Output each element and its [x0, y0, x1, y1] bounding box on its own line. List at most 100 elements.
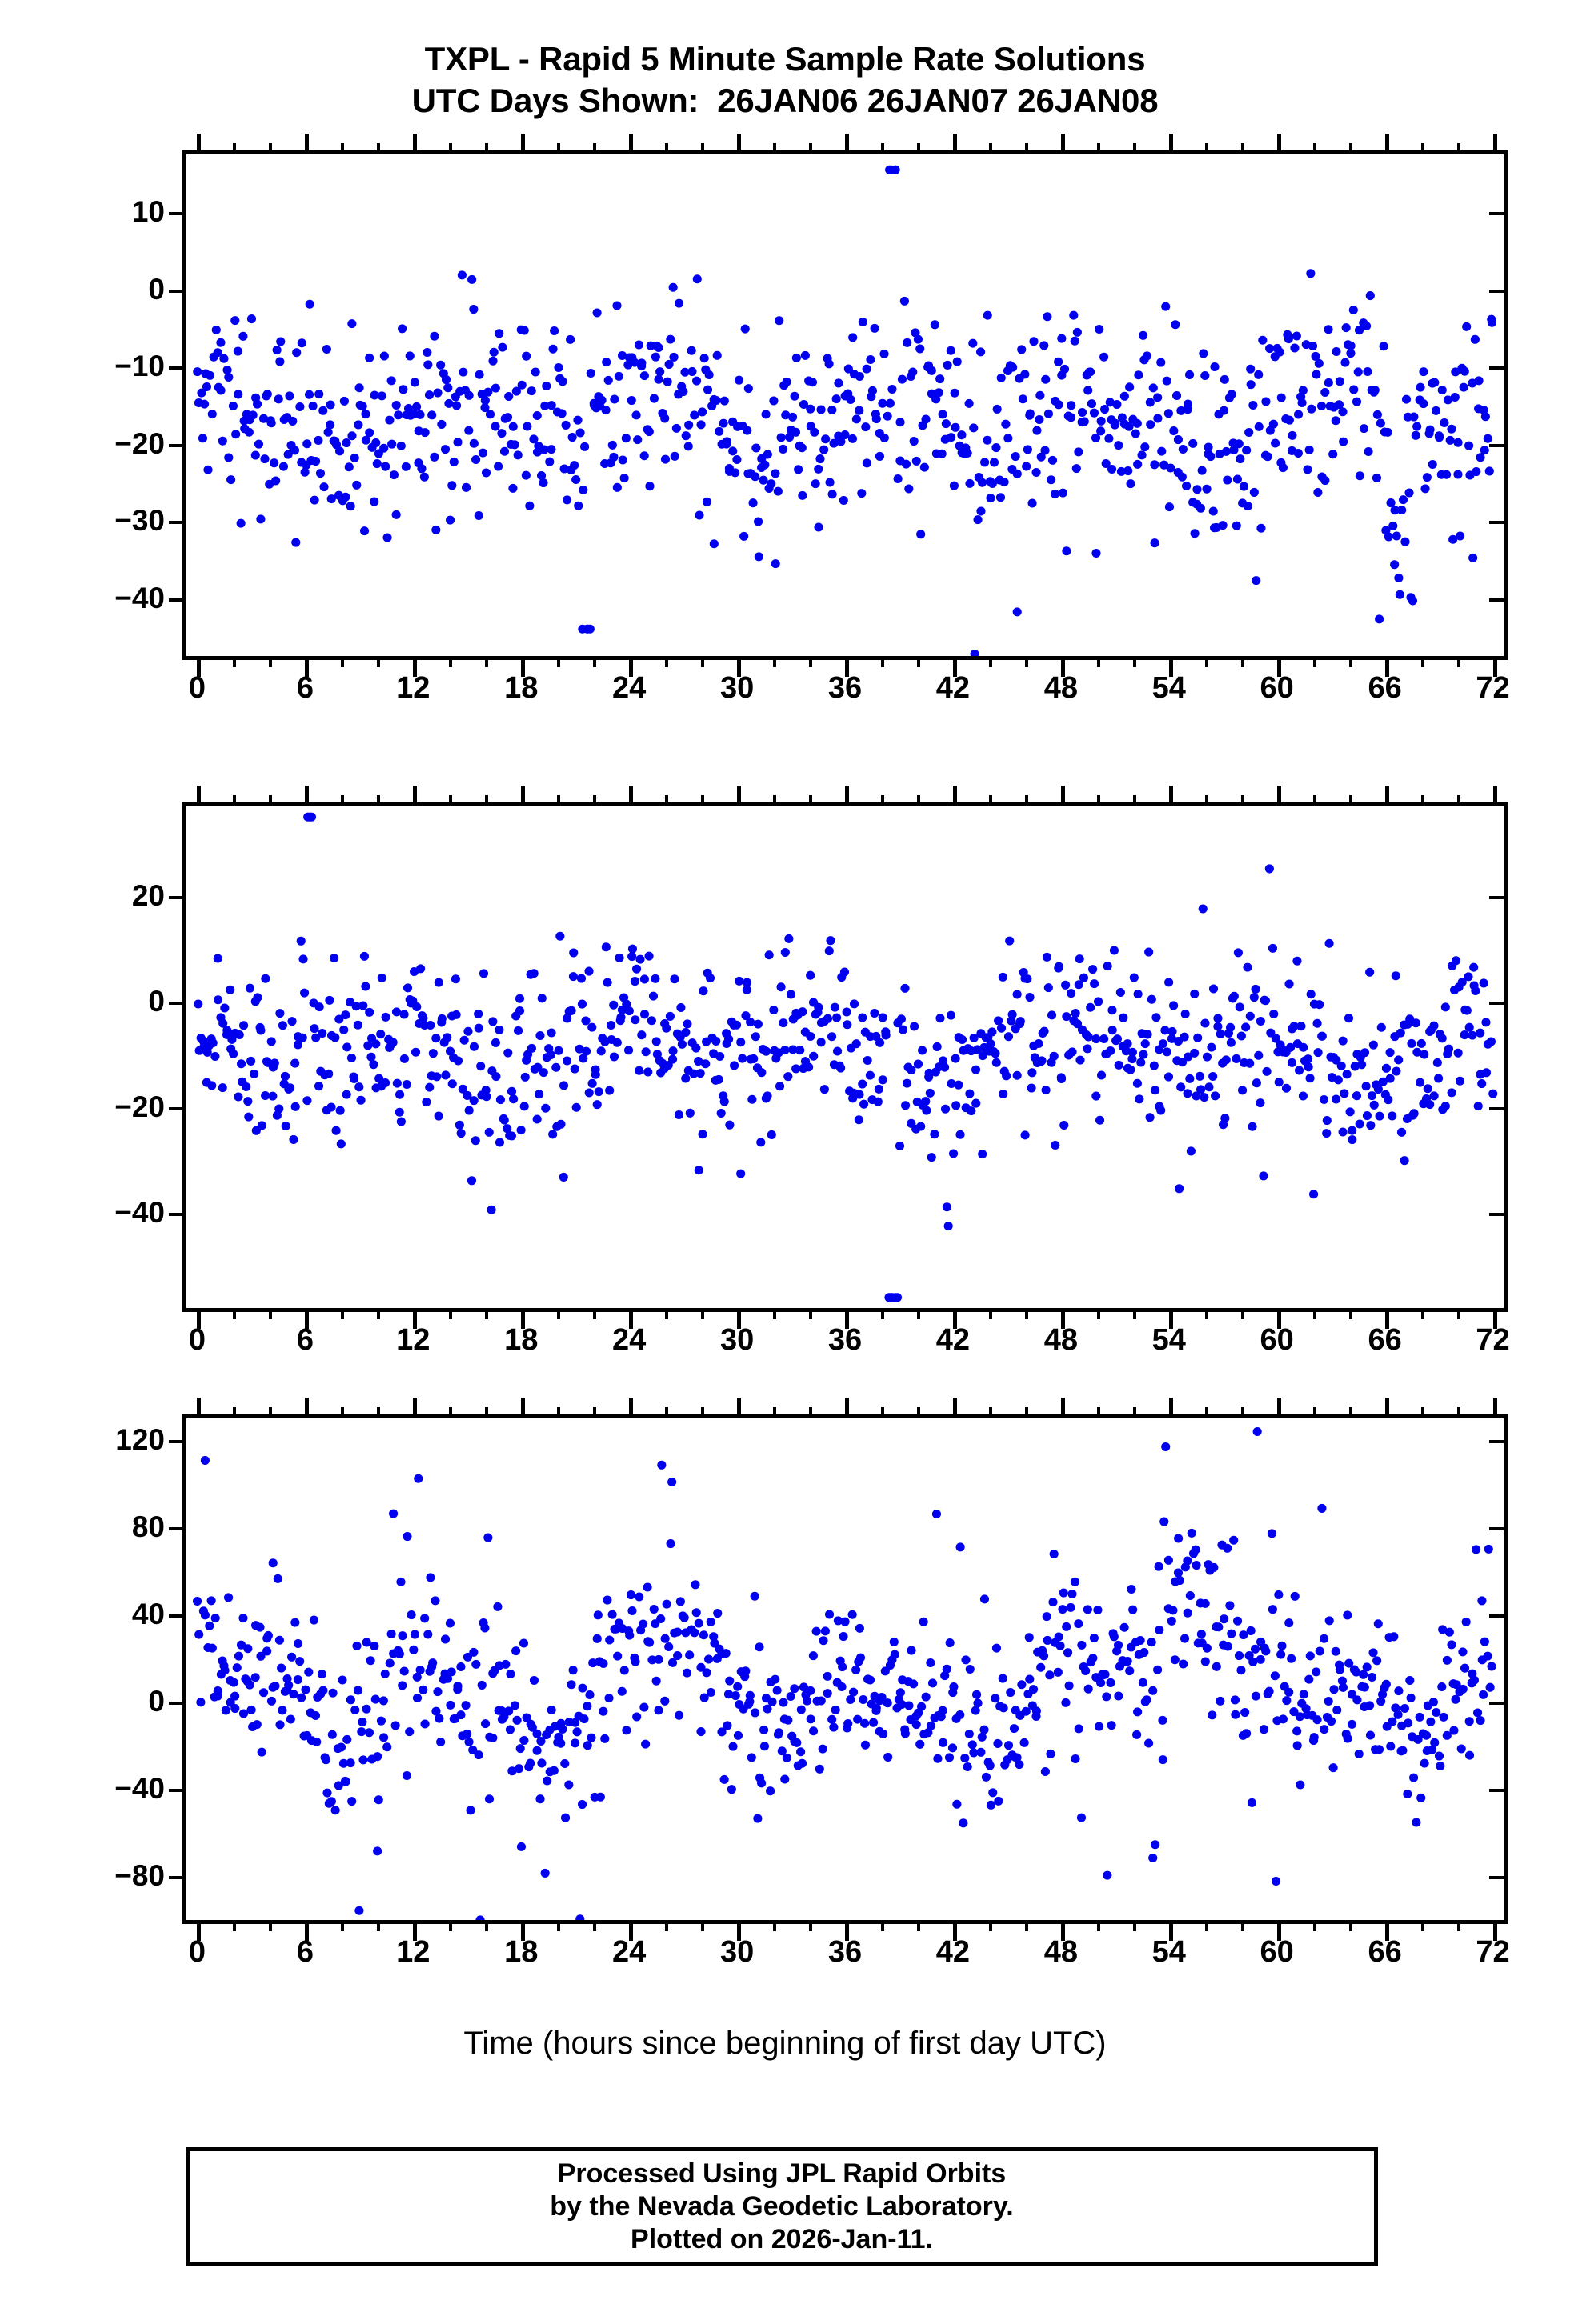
data-point [991, 1049, 1000, 1058]
x-tick-label: 12 [396, 671, 431, 705]
data-point [503, 1706, 514, 1716]
data-point [529, 434, 539, 444]
data-point [1216, 1029, 1225, 1038]
data-point [734, 375, 744, 385]
y-tick-mark [169, 1702, 186, 1706]
data-point [1158, 1715, 1167, 1725]
data-point [1190, 989, 1200, 998]
data-point [630, 977, 640, 986]
data-point [441, 375, 451, 385]
data-point [907, 1646, 916, 1655]
data-point [1440, 1102, 1450, 1111]
data-point [1159, 1517, 1169, 1526]
data-point [1043, 312, 1052, 322]
data-point [860, 1718, 870, 1728]
data-point [1070, 1577, 1080, 1586]
data-point [1352, 397, 1362, 406]
data-point [469, 1096, 479, 1106]
data-point [412, 1002, 422, 1011]
data-point [1024, 1633, 1034, 1642]
data-point [1313, 488, 1323, 498]
data-point [515, 1744, 525, 1754]
y-tick-mark-right [1489, 1440, 1504, 1444]
data-point [991, 1643, 1002, 1653]
data-point [423, 360, 433, 370]
data-point [784, 934, 794, 943]
data-point [1185, 1074, 1195, 1083]
data-point [464, 1737, 474, 1746]
data-point [224, 453, 234, 462]
x-tick-minor [233, 656, 237, 667]
data-point [631, 964, 642, 974]
data-point [1076, 1813, 1087, 1822]
x-tick-minor [485, 1308, 489, 1319]
data-point [739, 531, 749, 541]
data-point [1453, 1048, 1463, 1058]
data-point [1327, 1717, 1336, 1726]
data-point [456, 1662, 466, 1672]
data-point [1443, 395, 1453, 405]
x-tick-major [1492, 656, 1497, 677]
data-point [681, 1074, 691, 1083]
data-point [555, 931, 565, 941]
data-point [827, 490, 837, 499]
x-tick-minor [988, 1920, 992, 1931]
data-point [218, 1083, 227, 1093]
data-point [949, 1682, 959, 1692]
data-point [335, 1106, 345, 1115]
data-point [1008, 362, 1018, 372]
data-point [696, 1662, 706, 1672]
y-tick-mark [169, 1440, 186, 1444]
data-point [798, 490, 807, 500]
data-point [532, 1746, 542, 1755]
data-point [1293, 410, 1304, 419]
footer-line-1: Processed Using JPL Rapid Orbits [557, 2158, 1007, 2189]
data-point [410, 1630, 420, 1639]
data-point [246, 1056, 256, 1066]
data-point [1471, 986, 1480, 996]
data-point [309, 1615, 318, 1625]
data-point [777, 1746, 787, 1756]
data-point [965, 1089, 975, 1098]
data-point [954, 1080, 963, 1090]
data-point [1071, 464, 1081, 474]
data-point [1372, 1656, 1382, 1666]
data-point [1220, 374, 1229, 384]
data-point [1003, 1032, 1014, 1042]
data-point [1462, 1006, 1472, 1015]
data-point [687, 366, 697, 376]
data-point [1348, 305, 1358, 315]
data-point [1477, 1079, 1487, 1089]
data-point [453, 438, 463, 447]
data-point [907, 1065, 916, 1074]
data-point [330, 1033, 340, 1042]
data-point [194, 999, 203, 1009]
data-point [459, 1035, 469, 1045]
data-point [857, 489, 867, 498]
x-tick-minor-top [557, 1407, 561, 1418]
data-point [527, 386, 536, 396]
x-tick-minor [1024, 1308, 1028, 1319]
data-point [1075, 954, 1084, 964]
data-point [1059, 1588, 1068, 1598]
data-point [892, 1293, 903, 1302]
x-tick-major [1276, 656, 1281, 677]
data-point [1232, 1054, 1241, 1063]
data-point [301, 1685, 310, 1694]
data-point [527, 1043, 536, 1053]
data-point [1072, 1019, 1083, 1029]
data-point [1245, 1011, 1255, 1021]
data-point [675, 1710, 684, 1720]
data-point [930, 320, 939, 330]
data-point [491, 383, 500, 393]
data-point [1126, 479, 1135, 489]
data-point [571, 1102, 581, 1112]
data-point [293, 1040, 303, 1050]
x-tick-label: 60 [1260, 1935, 1294, 1969]
data-point [780, 1046, 790, 1055]
data-point [1407, 1038, 1416, 1048]
data-point [771, 559, 780, 569]
data-point [1297, 398, 1307, 407]
data-point [899, 296, 909, 306]
data-point [1338, 1036, 1348, 1046]
